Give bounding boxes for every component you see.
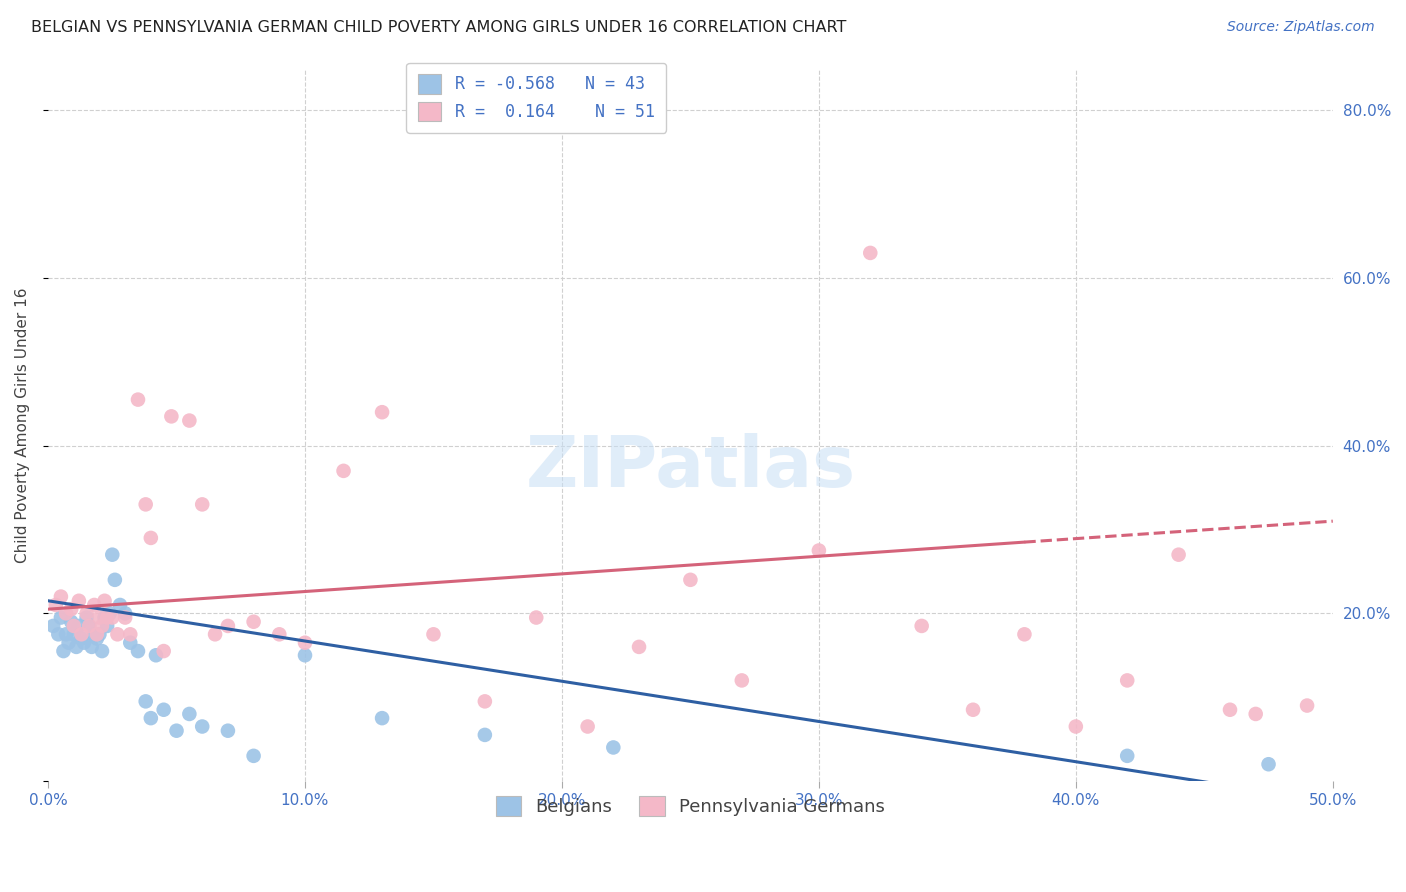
Point — [62, 619, 84, 633]
Point — [52, 644, 75, 658]
Point — [962, 703, 984, 717]
Point — [73, 636, 96, 650]
Point — [474, 694, 496, 708]
Point — [70, 627, 93, 641]
Point — [77, 619, 100, 633]
Point — [191, 497, 214, 511]
Point — [83, 627, 105, 641]
Point — [269, 627, 291, 641]
Point — [294, 636, 316, 650]
Point — [114, 610, 136, 624]
Point — [107, 627, 129, 641]
Point — [120, 627, 142, 641]
Point — [93, 610, 115, 624]
Point — [139, 711, 162, 725]
Point — [91, 619, 114, 633]
Point — [807, 543, 830, 558]
Point — [217, 723, 239, 738]
Point — [217, 619, 239, 633]
Point — [371, 405, 394, 419]
Point — [179, 706, 201, 721]
Point — [83, 598, 105, 612]
Point — [1244, 706, 1267, 721]
Point — [731, 673, 754, 688]
Point — [859, 246, 882, 260]
Point — [127, 644, 149, 658]
Point — [45, 598, 67, 612]
Point — [77, 619, 100, 633]
Point — [60, 602, 83, 616]
Point — [104, 573, 127, 587]
Point — [1296, 698, 1319, 713]
Point — [679, 573, 702, 587]
Point — [191, 719, 214, 733]
Point — [91, 644, 114, 658]
Point — [602, 740, 624, 755]
Point — [101, 548, 124, 562]
Point — [89, 627, 111, 641]
Point — [76, 610, 98, 624]
Point — [65, 640, 87, 654]
Point — [242, 748, 264, 763]
Point — [46, 627, 69, 641]
Point — [89, 610, 111, 624]
Point — [371, 711, 394, 725]
Point — [98, 607, 121, 621]
Point — [1014, 627, 1036, 641]
Text: ZIPatlas: ZIPatlas — [526, 433, 855, 502]
Point — [60, 615, 83, 629]
Point — [1167, 548, 1189, 562]
Y-axis label: Child Poverty Among Girls Under 16: Child Poverty Among Girls Under 16 — [15, 287, 30, 563]
Point — [86, 632, 108, 646]
Point — [1116, 748, 1139, 763]
Point — [80, 640, 103, 654]
Point — [67, 619, 90, 633]
Legend: Belgians, Pennsylvania Germans: Belgians, Pennsylvania Germans — [486, 787, 894, 825]
Point — [576, 719, 599, 733]
Point — [127, 392, 149, 407]
Point — [160, 409, 183, 424]
Point — [76, 607, 98, 621]
Point — [145, 648, 167, 663]
Point — [152, 644, 174, 658]
Point — [628, 640, 651, 654]
Point — [524, 610, 547, 624]
Point — [294, 648, 316, 663]
Point — [49, 590, 72, 604]
Point — [242, 615, 264, 629]
Point — [422, 627, 444, 641]
Point — [114, 607, 136, 621]
Point — [55, 627, 77, 641]
Point — [204, 627, 226, 641]
Text: Source: ZipAtlas.com: Source: ZipAtlas.com — [1227, 20, 1375, 34]
Point — [135, 497, 157, 511]
Text: BELGIAN VS PENNSYLVANIA GERMAN CHILD POVERTY AMONG GIRLS UNDER 16 CORRELATION CH: BELGIAN VS PENNSYLVANIA GERMAN CHILD POV… — [31, 20, 846, 35]
Point — [139, 531, 162, 545]
Point — [911, 619, 934, 633]
Point — [96, 610, 118, 624]
Point — [42, 619, 65, 633]
Point — [96, 619, 118, 633]
Point — [86, 627, 108, 641]
Point — [166, 723, 188, 738]
Point — [67, 594, 90, 608]
Point — [1219, 703, 1241, 717]
Point — [58, 636, 80, 650]
Point — [1064, 719, 1087, 733]
Point — [120, 636, 142, 650]
Point — [1116, 673, 1139, 688]
Point — [332, 464, 354, 478]
Point — [55, 607, 77, 621]
Point — [93, 594, 115, 608]
Point — [101, 610, 124, 624]
Point — [474, 728, 496, 742]
Point — [1257, 757, 1279, 772]
Point — [179, 413, 201, 427]
Point — [152, 703, 174, 717]
Point — [62, 627, 84, 641]
Point — [135, 694, 157, 708]
Point — [108, 598, 131, 612]
Point — [70, 632, 93, 646]
Point — [49, 610, 72, 624]
